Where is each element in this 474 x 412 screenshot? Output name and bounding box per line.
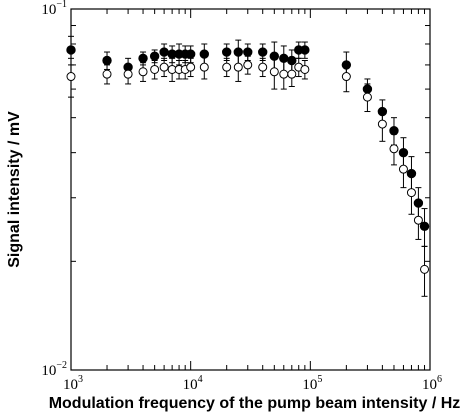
y-axis-label: Signal intensity / mV xyxy=(6,111,23,268)
data-point-open xyxy=(222,62,232,72)
series-open-circle xyxy=(66,53,430,297)
data-point-open xyxy=(413,215,423,225)
data-point-filled xyxy=(243,47,253,57)
data-point-filled xyxy=(419,221,430,232)
tick-labels: 103 104 105 106 10−2 10−1 xyxy=(41,0,442,393)
data-point-filled xyxy=(300,45,310,55)
data-point-open xyxy=(279,69,289,79)
data-point-filled xyxy=(102,55,112,66)
data-point-open xyxy=(186,62,196,72)
data-point-open xyxy=(150,64,160,74)
axis-ticks xyxy=(70,8,431,371)
plot-frame xyxy=(70,8,431,371)
data-point-filled xyxy=(66,45,76,55)
x-tick-label: 103 xyxy=(63,374,83,393)
x-axis-label: Modulation frequency of the pump beam in… xyxy=(49,395,461,412)
data-point-open xyxy=(362,92,372,102)
data-point-open xyxy=(66,72,76,82)
data-point-open xyxy=(377,119,387,129)
x-tick-label: 105 xyxy=(302,374,322,393)
data-point-open xyxy=(341,72,351,82)
data-point-filled xyxy=(138,53,148,64)
data-point-open xyxy=(269,67,279,77)
data-point-open xyxy=(258,62,268,72)
data-point-open xyxy=(243,60,253,70)
y-tick-label: 10−1 xyxy=(41,0,67,18)
data-point-open xyxy=(199,62,209,72)
data-point-filled xyxy=(159,47,169,57)
data-point-filled xyxy=(149,51,160,61)
data-point-open xyxy=(233,62,243,72)
data-point-open xyxy=(287,69,297,79)
data-point-filled xyxy=(258,47,268,57)
y-tick-label: 10−2 xyxy=(41,360,67,379)
data-point-open xyxy=(406,188,416,198)
data-point-open xyxy=(300,64,310,74)
data-point-open xyxy=(398,164,408,174)
data-point-open xyxy=(420,264,430,274)
data-point-open xyxy=(389,144,399,154)
x-tick-label: 104 xyxy=(183,374,203,393)
data-point-open xyxy=(138,67,148,77)
data-point-filled xyxy=(185,49,196,59)
data-series xyxy=(66,35,430,297)
data-point-open xyxy=(159,62,169,72)
x-tick-label: 106 xyxy=(422,374,442,393)
data-point-filled xyxy=(221,47,232,57)
plot-border xyxy=(70,8,431,371)
data-point-filled xyxy=(389,126,399,136)
data-point-open xyxy=(123,69,133,79)
data-point-open xyxy=(102,69,112,79)
